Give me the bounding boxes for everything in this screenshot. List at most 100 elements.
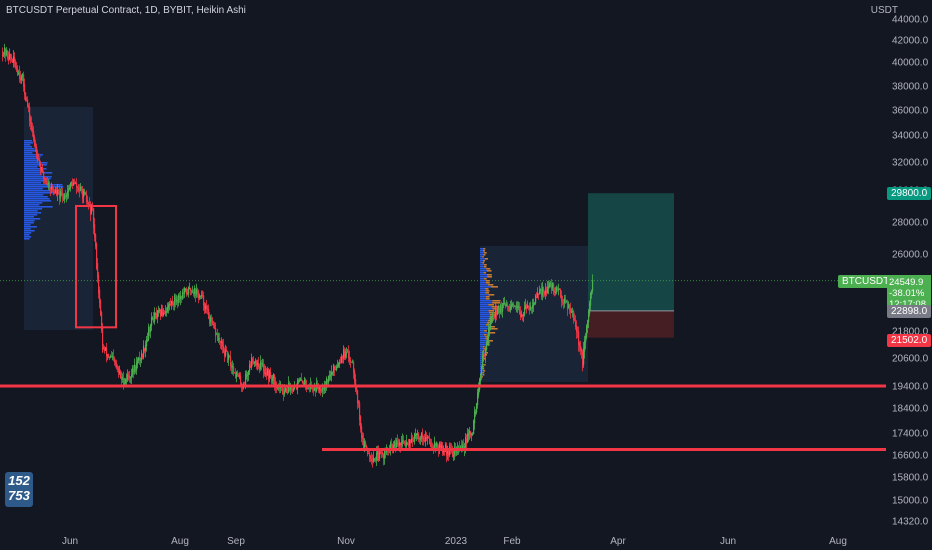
candle-body <box>170 304 172 306</box>
candle-body <box>314 387 316 391</box>
candle-body <box>300 378 302 381</box>
drawing-layer <box>0 107 886 382</box>
rectangle-marker <box>75 205 117 329</box>
candle-body <box>254 362 256 364</box>
candle-body <box>591 290 593 296</box>
candle-body <box>356 387 358 392</box>
candle-body <box>142 354 144 358</box>
candle-body <box>323 386 325 391</box>
candle-body <box>574 318 576 322</box>
candle-body <box>137 359 139 365</box>
candle-body <box>534 303 536 305</box>
candle-body <box>146 339 148 347</box>
price-tick-17: 15000.0 <box>892 496 929 507</box>
symbol-label: BTCUSDT.P <box>838 275 902 288</box>
candle-body <box>470 431 472 436</box>
candle-body <box>324 386 326 390</box>
candle-body <box>192 291 194 293</box>
candle-body <box>322 385 324 392</box>
profile-bar <box>480 294 489 296</box>
candle-body <box>398 444 400 446</box>
candle-body <box>113 356 115 360</box>
candle-body <box>309 388 311 390</box>
profile-bar <box>24 226 37 228</box>
candle-body <box>92 207 94 209</box>
profile-bar <box>24 206 53 208</box>
candle-body <box>51 186 53 190</box>
candle-body <box>55 189 57 194</box>
candle-body <box>72 183 74 186</box>
price-tick-18: 14320.0 <box>892 517 929 528</box>
candle-body <box>549 283 551 287</box>
candle-body <box>54 191 56 194</box>
candle-body <box>401 442 403 446</box>
candle-body <box>394 441 396 446</box>
candle-body <box>107 354 109 356</box>
profile-bar-alt <box>485 282 490 284</box>
profile-bar <box>480 258 485 260</box>
price-axis[interactable]: 44000.0 42000.0 40000.0 38000.0 36000.0 34000… <box>892 15 929 528</box>
candle-body <box>191 290 193 294</box>
profile-bar <box>480 272 484 274</box>
candle-body <box>535 295 537 304</box>
candle-body <box>13 56 15 62</box>
profile-bar <box>480 338 486 340</box>
candle-body <box>515 306 517 308</box>
candle-body <box>400 442 402 446</box>
candle-body <box>6 50 8 55</box>
price-tick-4: 36000.0 <box>892 106 929 117</box>
candle-body <box>263 363 265 372</box>
candle-body <box>138 357 140 361</box>
candle-body <box>26 99 28 101</box>
candle-body <box>448 451 450 456</box>
candle-body <box>350 360 352 363</box>
candle-body <box>57 189 59 195</box>
candle-body <box>379 450 381 459</box>
candle-body <box>538 293 540 295</box>
candle-body <box>211 317 213 322</box>
candle-body <box>172 301 174 305</box>
candle-body <box>554 290 556 293</box>
candle-body <box>511 304 513 308</box>
candle-body <box>80 186 82 191</box>
candle-body <box>163 312 165 315</box>
time-axis[interactable]: Jun Aug Sep Nov 2023 Feb Apr Jun Aug <box>62 536 847 547</box>
candle-body <box>536 297 538 299</box>
candle-body <box>272 377 274 382</box>
candle-body <box>462 444 464 449</box>
profile-bar <box>480 332 490 334</box>
candle-body <box>500 304 502 313</box>
candle-body <box>156 313 158 319</box>
candle-body <box>336 366 338 370</box>
candle-body <box>224 351 226 357</box>
profile-bar <box>480 260 484 262</box>
candle-body <box>198 292 200 299</box>
candle-body <box>558 289 560 291</box>
profile-bar <box>480 276 488 278</box>
candle-body <box>88 202 90 205</box>
candle-body <box>64 194 66 200</box>
profile-bar <box>24 166 38 168</box>
profile-bar <box>24 170 43 172</box>
candle-body <box>140 359 142 361</box>
price-tick-16: 15800.0 <box>892 473 929 484</box>
candle-body <box>385 452 387 454</box>
candle-body <box>556 287 558 292</box>
candle-body <box>469 430 471 434</box>
candle-body <box>466 439 468 444</box>
candle-body <box>39 159 41 165</box>
profile-bar <box>480 264 485 266</box>
profile-bar <box>480 262 483 264</box>
profile-bar-alt <box>483 364 486 366</box>
candle-body <box>552 282 554 289</box>
candle-body <box>76 182 78 188</box>
badge-line-1: 152 <box>8 473 30 488</box>
profile-bar-alt <box>483 254 486 256</box>
candle-body <box>97 263 99 278</box>
candle-body <box>251 357 253 368</box>
profile-bar <box>24 208 43 210</box>
candle-body <box>229 355 231 358</box>
candle-body <box>105 347 107 351</box>
profile-bar <box>480 322 487 324</box>
